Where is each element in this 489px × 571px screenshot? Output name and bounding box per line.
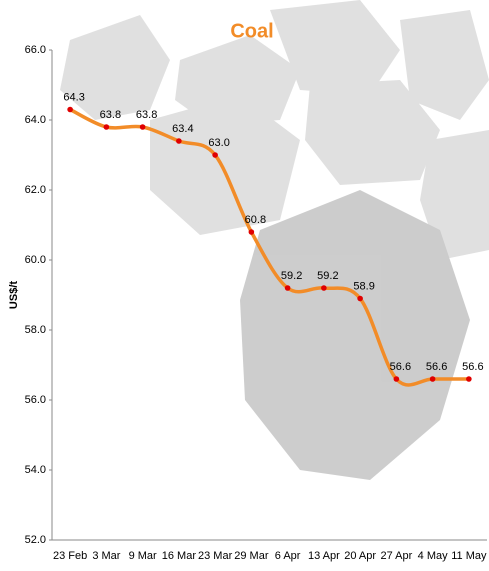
x-tick-label: 6 Apr	[275, 550, 301, 562]
point	[212, 152, 218, 158]
x-tick-label: 27 Apr	[380, 550, 412, 562]
point	[139, 124, 146, 130]
point	[321, 285, 327, 291]
x-tick-label: 20 Apr	[344, 550, 376, 562]
data-label: 56.6	[426, 361, 447, 373]
coal-rock	[305, 80, 440, 185]
point	[284, 285, 291, 291]
data-label: 63.4	[172, 123, 193, 135]
data-label: 60.8	[245, 214, 266, 226]
y-tick-label: 54.0	[25, 464, 46, 476]
coal-rock	[150, 95, 300, 235]
data-label: 56.6	[390, 361, 411, 373]
y-tick-label: 56.0	[25, 394, 46, 406]
point	[248, 229, 255, 235]
data-label: 63.8	[100, 109, 121, 121]
point	[393, 376, 400, 382]
chart-title: Coal	[230, 20, 273, 42]
y-tick-label: 66.0	[25, 44, 46, 56]
x-tick-label: 11 May	[451, 550, 487, 562]
x-tick-label: 13 Apr	[308, 550, 340, 562]
x-tick-label: 3 Mar	[92, 550, 120, 562]
background-coal	[60, 0, 489, 480]
data-label: 59.2	[281, 270, 302, 282]
data-label: 59.2	[317, 270, 338, 282]
y-tick-label: 58.0	[25, 324, 46, 336]
coal-rock	[175, 35, 300, 125]
y-axis-label: US$/t	[8, 281, 20, 309]
point	[429, 376, 436, 382]
y-tick-label: 60.0	[25, 254, 46, 266]
point	[103, 124, 110, 130]
point	[466, 376, 472, 382]
data-label: 56.6	[462, 361, 483, 373]
coal-rock	[240, 190, 470, 480]
y-tick-label: 62.0	[25, 184, 46, 196]
coal-rock	[420, 130, 489, 260]
x-tick-label: 23 Feb	[53, 550, 87, 562]
y-tick-label: 64.0	[25, 114, 46, 126]
coal-rock	[270, 0, 400, 95]
data-label: 58.9	[353, 280, 374, 292]
data-label: 64.3	[63, 91, 84, 103]
data-label: 63.0	[208, 137, 229, 149]
x-tick-label: 29 Mar	[234, 550, 269, 562]
coal-rock	[400, 10, 489, 120]
point	[67, 106, 73, 113]
y-tick-label: 52.0	[25, 534, 46, 546]
x-tick-label: 4 May	[418, 550, 448, 562]
x-tick-label: 23 Mar	[198, 550, 233, 562]
point	[176, 138, 182, 144]
x-tick-label: 9 Mar	[129, 550, 157, 562]
coal-rock	[60, 15, 170, 120]
point	[357, 295, 363, 302]
x-tick-label: 16 Mar	[162, 550, 197, 562]
data-label: 63.8	[136, 109, 157, 121]
